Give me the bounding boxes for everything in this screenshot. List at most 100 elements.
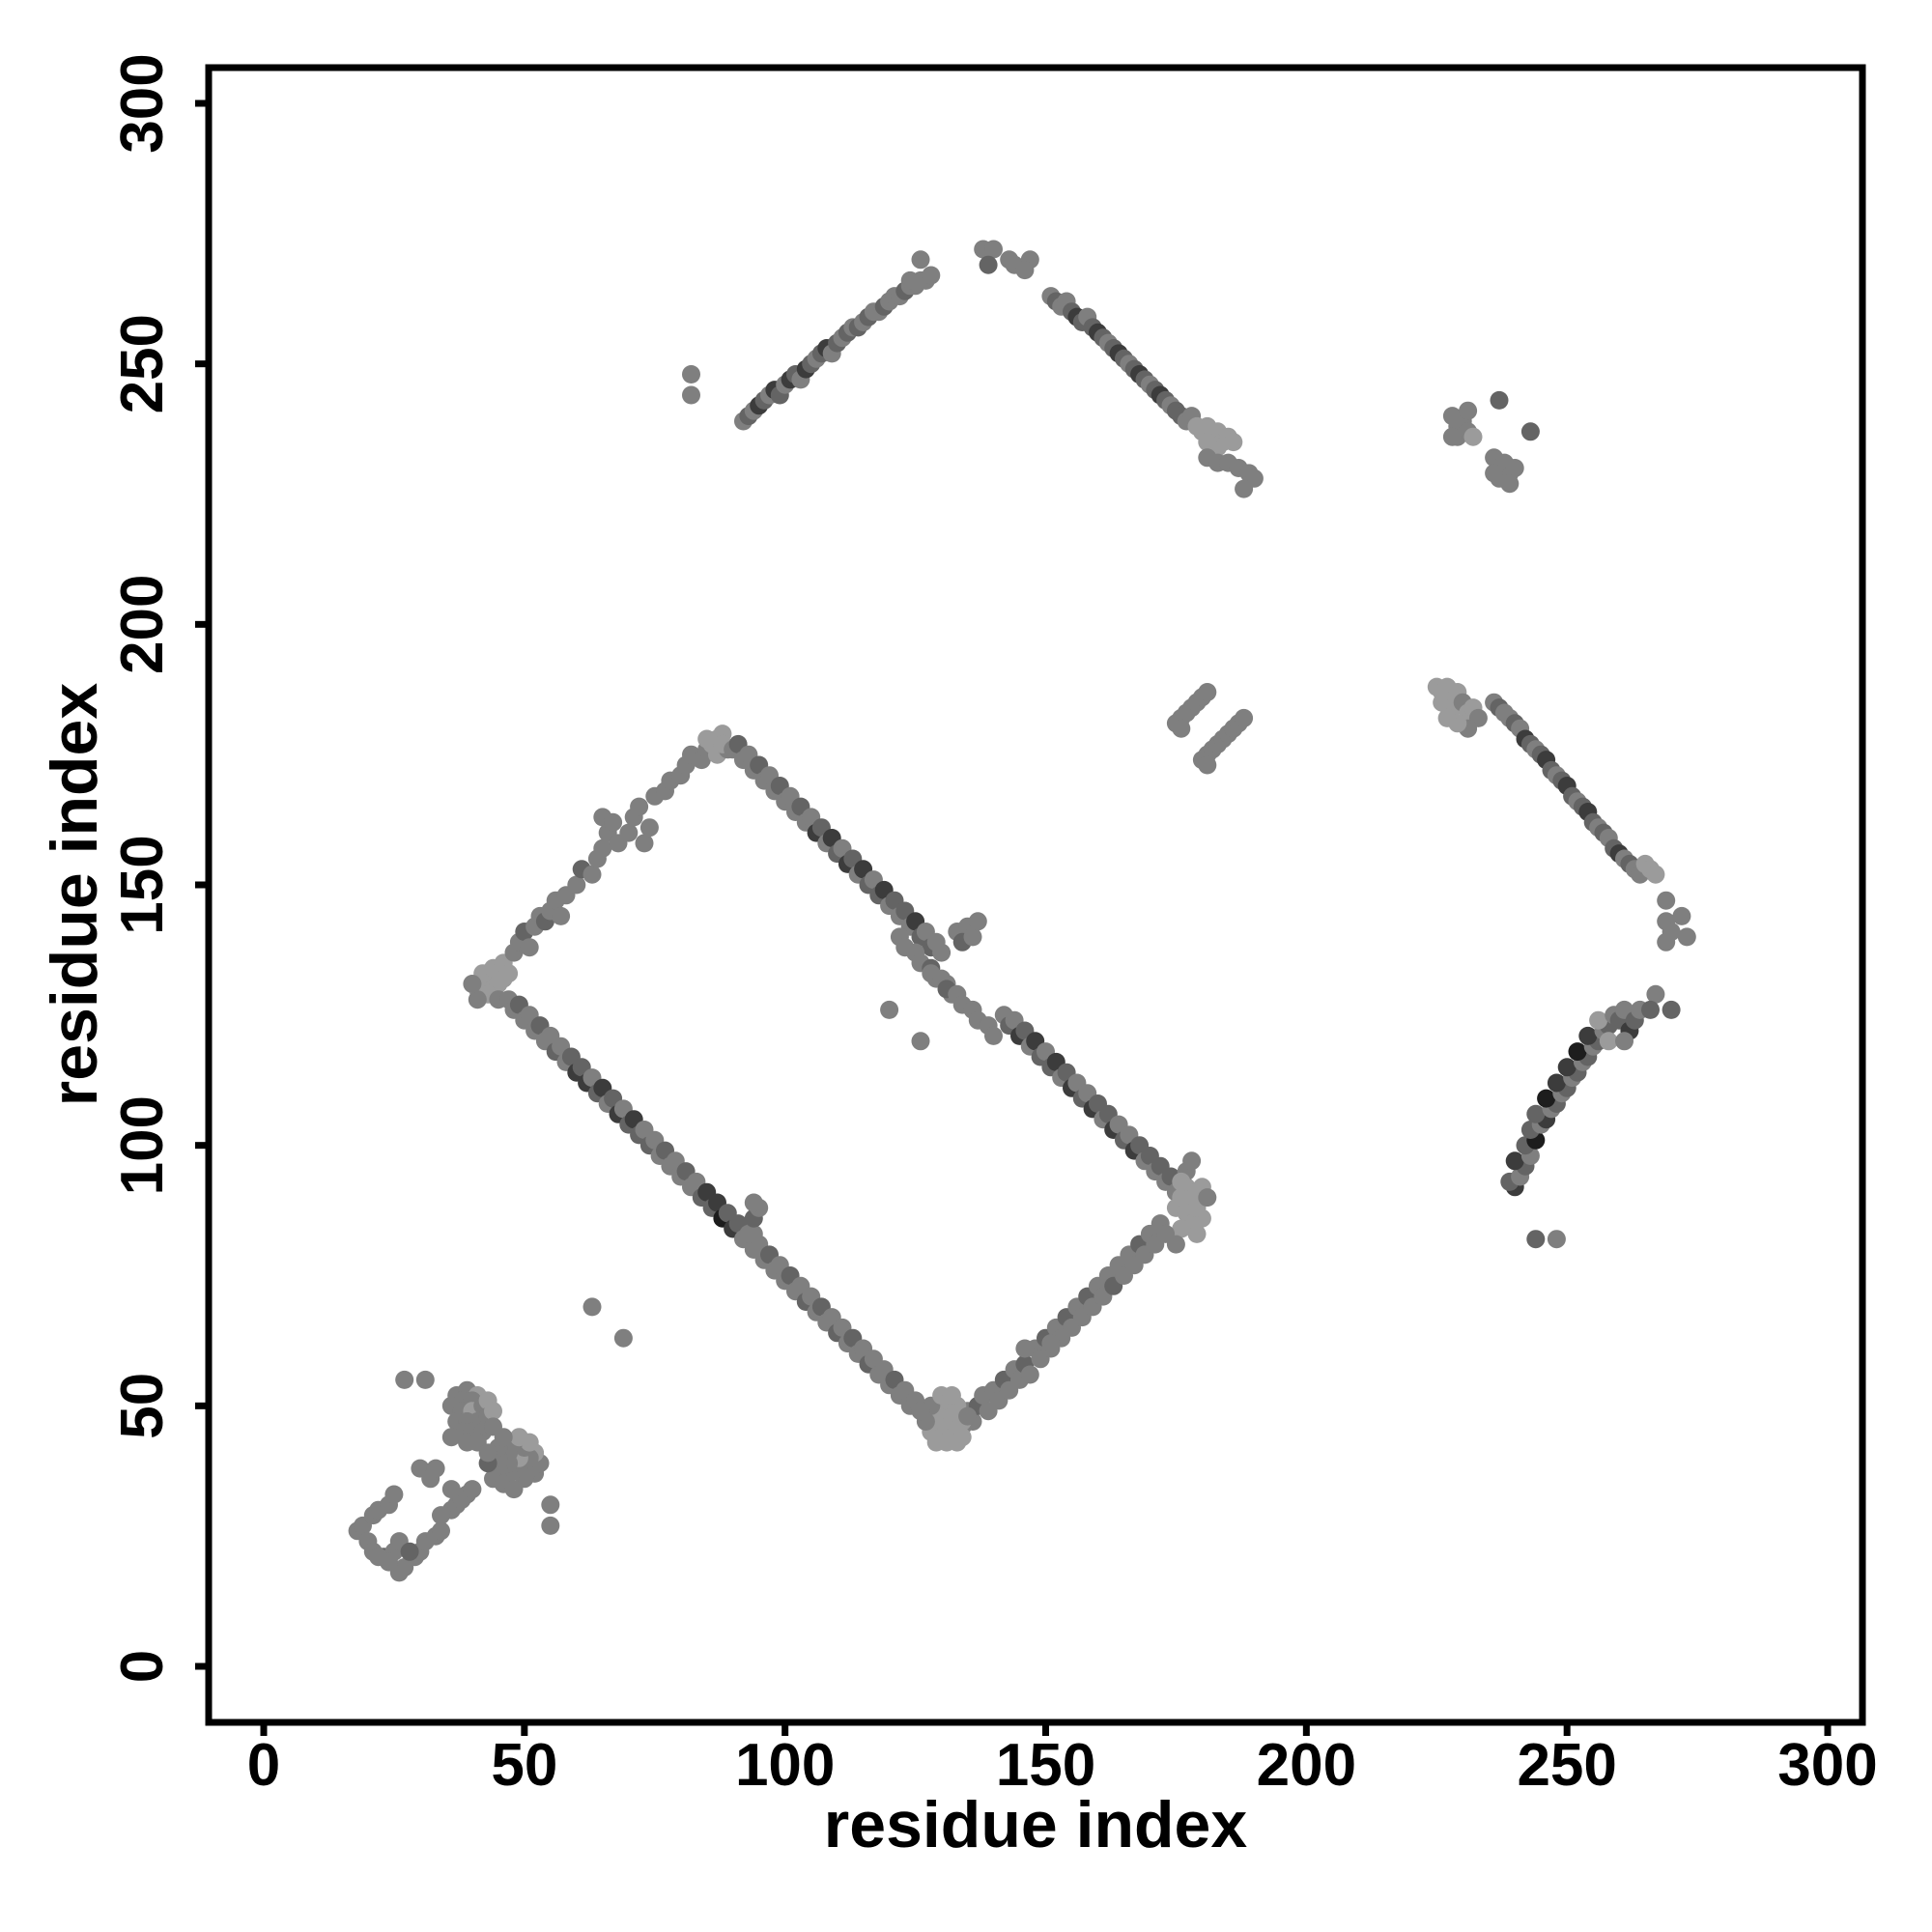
data-point bbox=[1526, 1104, 1546, 1123]
data-point bbox=[942, 1386, 961, 1405]
x-axis-tick-labels: 0 50 100 150 200 250 300 bbox=[247, 1732, 1878, 1799]
data-point bbox=[582, 865, 602, 884]
data-point bbox=[1198, 433, 1217, 452]
data-point bbox=[948, 1433, 967, 1452]
x-tick-label: 200 bbox=[1257, 1732, 1356, 1799]
data-point bbox=[593, 838, 612, 858]
data-point bbox=[639, 818, 659, 838]
data-point bbox=[441, 1480, 461, 1499]
y-tick-label: 150 bbox=[109, 835, 176, 934]
data-point bbox=[1599, 1032, 1618, 1051]
y-tick-label: 0 bbox=[109, 1650, 176, 1683]
data-point bbox=[494, 1428, 513, 1447]
data-point bbox=[1568, 1042, 1587, 1062]
data-point bbox=[415, 1370, 435, 1389]
data-point bbox=[604, 812, 623, 832]
data-point bbox=[468, 990, 487, 1009]
data-point bbox=[1459, 401, 1478, 420]
data-point bbox=[1646, 865, 1665, 884]
y-axis-title: residue index bbox=[38, 683, 111, 1107]
data-point bbox=[1485, 464, 1504, 483]
data-point bbox=[432, 1506, 450, 1525]
data-point bbox=[682, 385, 700, 405]
data-point bbox=[1657, 932, 1676, 952]
data-point bbox=[499, 964, 519, 983]
data-point bbox=[1547, 1073, 1566, 1093]
data-point bbox=[582, 1297, 602, 1317]
data-point bbox=[1547, 1230, 1566, 1249]
data-point bbox=[1015, 1339, 1035, 1358]
data-point bbox=[1172, 719, 1191, 738]
data-point bbox=[984, 240, 1003, 259]
data-point bbox=[1520, 422, 1540, 441]
data-point bbox=[1463, 427, 1483, 446]
data-point bbox=[1526, 1230, 1546, 1249]
data-point bbox=[541, 1516, 560, 1535]
data-point bbox=[744, 1193, 763, 1212]
x-tick-label: 100 bbox=[735, 1732, 835, 1799]
x-tick-label: 50 bbox=[491, 1732, 557, 1799]
data-point bbox=[1500, 474, 1520, 494]
data-point bbox=[1041, 1334, 1061, 1353]
data-point bbox=[509, 1428, 528, 1447]
data-point bbox=[1505, 459, 1524, 477]
data-point bbox=[911, 1032, 930, 1051]
data-point bbox=[432, 1521, 450, 1541]
data-point bbox=[1198, 683, 1217, 701]
data-point bbox=[384, 1485, 404, 1504]
x-tick-label: 250 bbox=[1517, 1732, 1616, 1799]
data-point bbox=[932, 943, 952, 962]
data-point bbox=[968, 912, 987, 931]
data-point bbox=[463, 1480, 482, 1499]
data-point bbox=[1235, 479, 1254, 498]
data-point bbox=[1657, 891, 1676, 910]
data-point bbox=[552, 906, 571, 925]
data-point bbox=[1172, 1219, 1191, 1238]
data-point bbox=[1442, 427, 1462, 446]
data-point bbox=[441, 1428, 461, 1447]
data-point bbox=[880, 1000, 899, 1019]
data-point bbox=[541, 1495, 560, 1515]
data-point bbox=[1235, 708, 1254, 727]
data-point bbox=[463, 975, 482, 993]
data-point bbox=[1187, 1224, 1207, 1243]
y-axis-ticks bbox=[195, 99, 209, 1670]
data-point bbox=[1615, 1032, 1634, 1051]
y-tick-label: 50 bbox=[109, 1373, 176, 1439]
data-point bbox=[520, 938, 539, 957]
data-point bbox=[478, 1443, 497, 1463]
data-point bbox=[1172, 1172, 1191, 1191]
data-point bbox=[369, 1548, 388, 1567]
data-point bbox=[1020, 1365, 1039, 1384]
data-point bbox=[911, 1402, 930, 1421]
data-point bbox=[1224, 433, 1243, 452]
data-point bbox=[922, 266, 941, 285]
data-point bbox=[613, 1328, 633, 1348]
x-tick-label: 150 bbox=[996, 1732, 1095, 1799]
data-point bbox=[1537, 1089, 1556, 1108]
data-point bbox=[1437, 708, 1457, 727]
data-point bbox=[682, 365, 700, 384]
data-point bbox=[1662, 1000, 1681, 1019]
data-point bbox=[1672, 906, 1691, 925]
plot-border-box bbox=[205, 64, 1866, 1726]
data-point bbox=[958, 1406, 978, 1426]
data-point bbox=[1182, 1151, 1202, 1171]
x-tick-label: 0 bbox=[247, 1732, 280, 1799]
data-point bbox=[484, 1402, 502, 1421]
data-point bbox=[567, 875, 586, 895]
data-point bbox=[1646, 984, 1665, 1004]
data-point bbox=[630, 797, 649, 816]
data-point bbox=[911, 250, 930, 270]
data-point bbox=[963, 927, 982, 947]
data-point bbox=[635, 834, 654, 853]
data-point bbox=[1641, 1000, 1660, 1019]
data-point bbox=[900, 270, 920, 290]
y-tick-label: 200 bbox=[109, 575, 176, 674]
data-point bbox=[1589, 1010, 1608, 1030]
data-point bbox=[1198, 1188, 1217, 1208]
x-axis-ticks bbox=[260, 1722, 1832, 1736]
data-point bbox=[1198, 755, 1217, 775]
